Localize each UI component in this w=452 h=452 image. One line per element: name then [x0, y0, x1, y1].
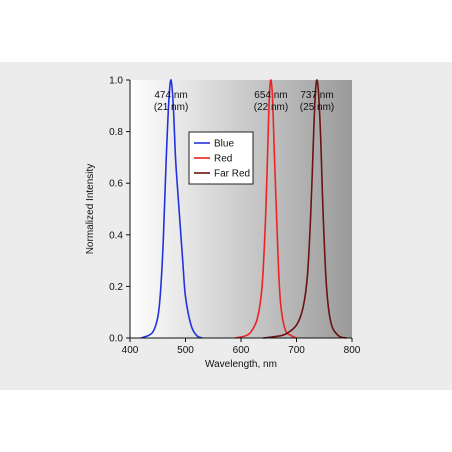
- x-tick-label: 700: [288, 345, 305, 356]
- series-line-far-red: [263, 79, 347, 339]
- peak-label-wavelength: 654 nm: [254, 90, 287, 101]
- series-layer: [140, 79, 347, 339]
- y-tick-label: 0.0: [109, 334, 123, 345]
- peak-annotations: 474 nm(21 nm) 654 nm(22 nm) 737 nm(25 nm): [154, 90, 334, 113]
- peak-label-fwhm: (25 nm): [300, 102, 334, 113]
- x-tick-label: 600: [233, 345, 250, 356]
- y-tick-label: 0.4: [109, 230, 123, 241]
- x-axis-label: Wavelength, nm: [205, 359, 277, 370]
- peak-label-fwhm: (21 nm): [154, 102, 188, 113]
- y-tick-label: 0.8: [109, 127, 123, 138]
- legend-label-red: Red: [214, 154, 232, 165]
- y-tick-label: 0.6: [109, 179, 123, 190]
- peak-label-fwhm: (22 nm): [254, 102, 288, 113]
- plot-area: [130, 80, 352, 338]
- series-line-red: [235, 79, 297, 339]
- x-tick-label: 800: [344, 345, 361, 356]
- x-tick-label: 500: [177, 345, 194, 356]
- peak-label-wavelength: 474 nm: [154, 90, 187, 101]
- x-tick-label: 400: [122, 345, 139, 356]
- legend-label-blue: Blue: [214, 139, 234, 150]
- x-ticks: 400 500 600 700 800: [122, 338, 361, 356]
- legend-label-far-red: Far Red: [214, 169, 250, 180]
- y-tick-label: 1.0: [109, 76, 123, 87]
- peak-label-wavelength: 737 nm: [300, 90, 333, 101]
- y-axis-label: Normalized Intensity: [85, 164, 96, 255]
- y-tick-label: 0.2: [109, 282, 123, 293]
- y-ticks: 0.0 0.2 0.4 0.6 0.8 1.0: [109, 76, 130, 345]
- legend: Blue Red Far Red: [188, 131, 254, 185]
- series-line-blue: [140, 79, 203, 339]
